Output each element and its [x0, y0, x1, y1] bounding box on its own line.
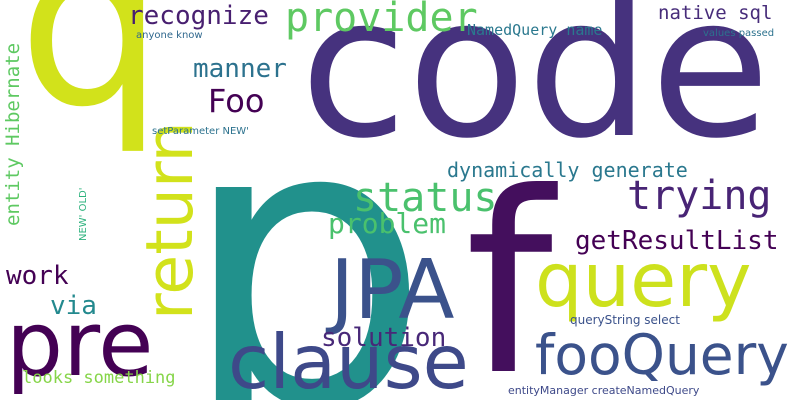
- word-return: return: [133, 121, 208, 320]
- word-values-passed: values passed: [703, 28, 775, 39]
- word-solution: solution: [321, 323, 447, 353]
- word-dynamically-generate: dynamically generate: [447, 158, 688, 182]
- word-namedquery-name: NamedQuery name: [467, 21, 603, 39]
- word-via: via: [50, 291, 97, 321]
- word-query: query: [535, 236, 752, 324]
- word-code: code: [300, 0, 771, 181]
- word-p: p: [180, 37, 431, 400]
- word-manner: manner: [193, 54, 287, 84]
- word-querystring-select: queryString select: [570, 313, 680, 327]
- word-anyone-know: anyone know: [136, 30, 203, 41]
- word-new-old: NEW' OLD': [78, 187, 89, 241]
- word-native-sql: native sql: [658, 2, 773, 24]
- word-problem: problem: [328, 207, 447, 240]
- word-entity-hibernate: entity Hibernate: [2, 42, 24, 226]
- word-looks-something: looks something: [22, 368, 176, 388]
- word-f: f: [465, 139, 554, 400]
- word-foo: Foo: [208, 82, 265, 120]
- word-work: work: [6, 261, 69, 291]
- word-trying: trying: [627, 173, 772, 219]
- word-clause: clause: [228, 318, 469, 400]
- word-recognize: recognize: [128, 1, 269, 31]
- word-pre: pre: [6, 292, 154, 397]
- word-entitymanager-createnamedquery: entityManager createNamedQuery: [508, 384, 700, 397]
- word-getresultlist: getResultList: [575, 226, 779, 256]
- word-status: status: [353, 175, 498, 221]
- word-setparameter-new: setParameter NEW': [152, 126, 249, 137]
- word-q: q: [18, 0, 164, 158]
- word-jpa: JPA: [330, 243, 455, 338]
- word-provider: provider: [285, 0, 478, 41]
- word-fooquery: fooQuery: [535, 323, 789, 387]
